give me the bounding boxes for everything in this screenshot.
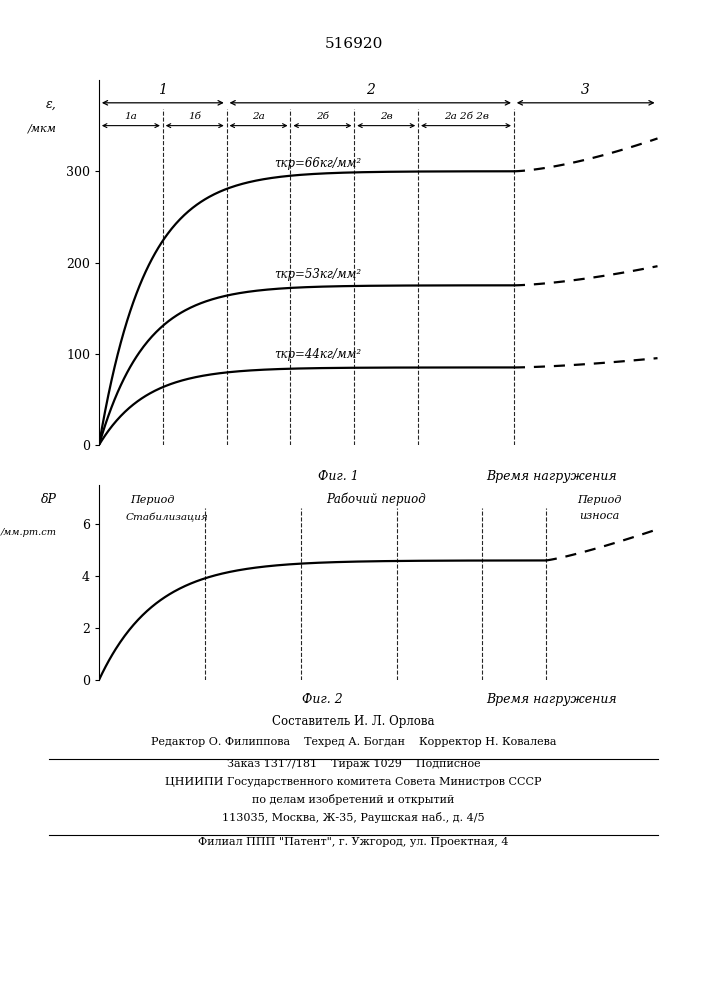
Text: Филиал ППП "Патент", г. Ужгород, ул. Проектная, 4: Филиал ППП "Патент", г. Ужгород, ул. Про… [198,837,509,847]
Text: Фиг. 2: Фиг. 2 [302,693,343,706]
Text: 3: 3 [581,83,590,97]
Text: 2а: 2а [252,112,265,121]
Text: Время нагружения: Время нагружения [486,693,617,706]
Text: 2а 2б 2в: 2а 2б 2в [443,112,489,121]
Text: Период: Период [577,495,621,505]
Text: Фиг. 1: Фиг. 1 [318,470,358,483]
Text: Рабочий период: Рабочий период [326,493,426,506]
Text: 1б: 1б [188,112,201,121]
Text: Редактор О. Филиппова    Техред А. Богдан    Корректор Н. Ковалева: Редактор О. Филиппова Техред А. Богдан К… [151,737,556,747]
Text: Время нагружения: Время нагружения [486,470,617,483]
Text: Стабилизация: Стабилизация [126,513,209,522]
Text: износа: износа [579,511,619,521]
Text: ЦНИИПИ Государственного комитета Совета Министров СССР: ЦНИИПИ Государственного комитета Совета … [165,777,542,787]
Text: δР: δР [40,493,57,506]
Text: /мм.рт.ст: /мм.рт.ст [1,528,57,537]
Text: 2в: 2в [380,112,392,121]
Text: τкр=66кг/мм²: τкр=66кг/мм² [274,157,362,170]
Text: τкр=53кг/мм²: τкр=53кг/мм² [274,268,362,281]
Text: /мкм: /мкм [28,124,57,134]
Text: ε,: ε, [46,98,57,111]
Text: 516920: 516920 [325,37,382,51]
Text: τкр=44кг/мм²: τкр=44кг/мм² [274,348,362,361]
Text: Заказ 1317/181    Тираж 1029    Подписное: Заказ 1317/181 Тираж 1029 Подписное [227,759,480,769]
Text: Период: Период [130,495,175,505]
Text: 2: 2 [366,83,375,97]
Text: 2б: 2б [316,112,329,121]
Text: 1: 1 [158,83,168,97]
Text: 113035, Москва, Ж-35, Раушская наб., д. 4/5: 113035, Москва, Ж-35, Раушская наб., д. … [222,812,485,823]
Text: по делам изобретений и открытий: по делам изобретений и открытий [252,794,455,805]
Text: Составитель И. Л. Орлова: Составитель И. Л. Орлова [272,715,435,728]
Text: 1а: 1а [124,112,137,121]
